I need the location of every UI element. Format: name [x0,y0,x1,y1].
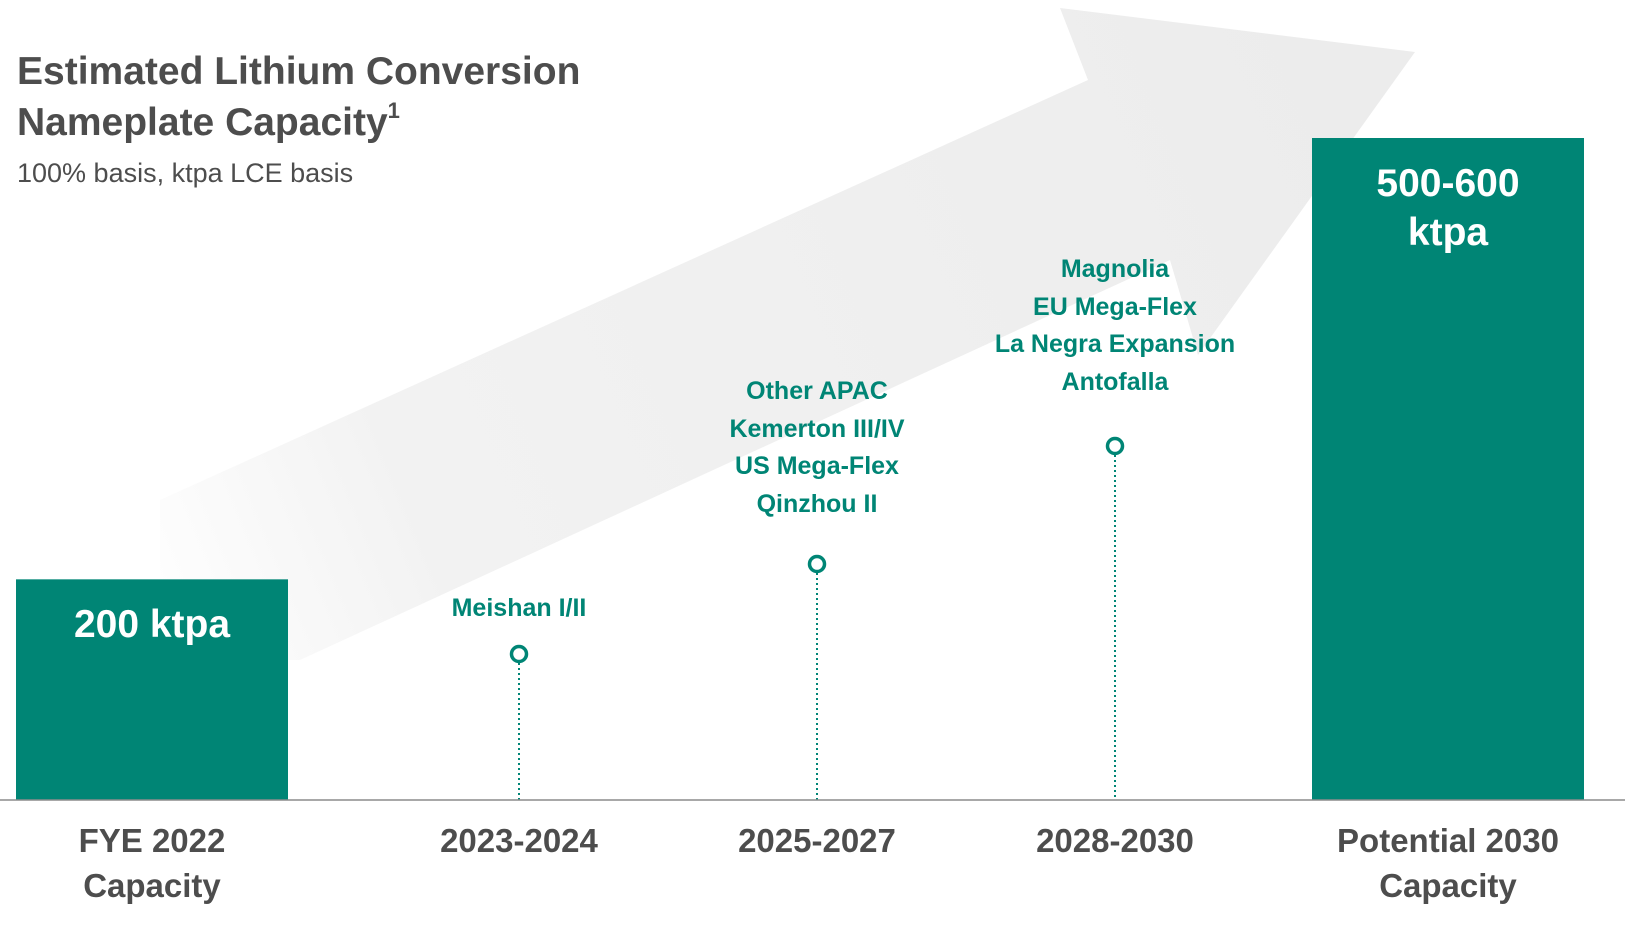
bar-value-label-0: 200 ktpa [16,600,288,649]
milestone-marker-2 [1105,436,1125,456]
x-tick-label-4-line-0: Potential 2030 [1337,822,1559,859]
milestone-project-1-3: Qinzhou II [756,489,878,518]
chart-subtitle: 100% basis, ktpa LCE basis [17,158,354,188]
bar-value-label-1-line-1: ktpa [1407,211,1489,254]
milestone-marker-1 [807,554,827,574]
x-tick-label-4-line-1: Capacity [1379,867,1517,904]
milestone-project-2-2: La Negra Expansion [994,330,1236,358]
milestone-project-1-0: Other APAC [746,377,888,405]
x-tick-label-0-line-1: Capacity [83,867,221,904]
bar-value-label-1-line-0: 500-600 [1376,162,1520,205]
milestone-marker-0 [509,644,529,664]
chart-title: Estimated Lithium Conversion Nameplate C… [17,46,580,148]
growth-arrow [160,8,1415,660]
title-footnote: 1 [387,98,400,123]
milestone-project-list-2: Magnolia EU Mega-Flex La Negra Expansion An… [945,251,1285,401]
x-tick-label-1-line-0: 2023-2024 [440,822,598,859]
milestone-project-2-0: Magnolia [1060,255,1170,283]
x-tick-label-2-line-0: 2025-2027 [738,822,896,859]
bar-1 [1312,138,1584,800]
milestone-project-2-1: EU Mega-Flex [1033,292,1197,321]
milestone-project-list-0: Meishan I/II [349,590,689,628]
x-tick-label-1: 2023-2024 [359,818,679,863]
title-line-1: Estimated Lithium Conversion [17,50,581,93]
x-tick-label-3-line-0: 2028-2030 [1036,822,1194,859]
bar-value-label-1: 500-600 ktpa [1312,159,1584,257]
milestone-project-2-3: Antofalla [1061,367,1169,396]
bar-0 [16,579,288,800]
x-tick-label-2: 2025-2027 [657,818,977,863]
milestone-project-1-2: US Mega-Flex [735,452,899,480]
milestone-project-list-1: Other APAC Kemerton III/IV US Mega-Flex Qin… [647,373,987,523]
milestone-project-0-0: Meishan I/II [451,594,587,622]
milestone-project-1-1: Kemerton III/IV [729,414,905,443]
bar-value-label-0-line-0: 200 ktpa [73,603,231,647]
x-tick-label-0-line-0: FYE 2022 [78,822,226,859]
x-tick-label-3: 2028-2030 [955,818,1275,863]
x-tick-label-0: FYE 2022 Capacity [0,818,312,908]
x-tick-label-4: Potential 2030 Capacity [1288,818,1608,908]
title-line-2: Nameplate Capacity [17,101,388,144]
